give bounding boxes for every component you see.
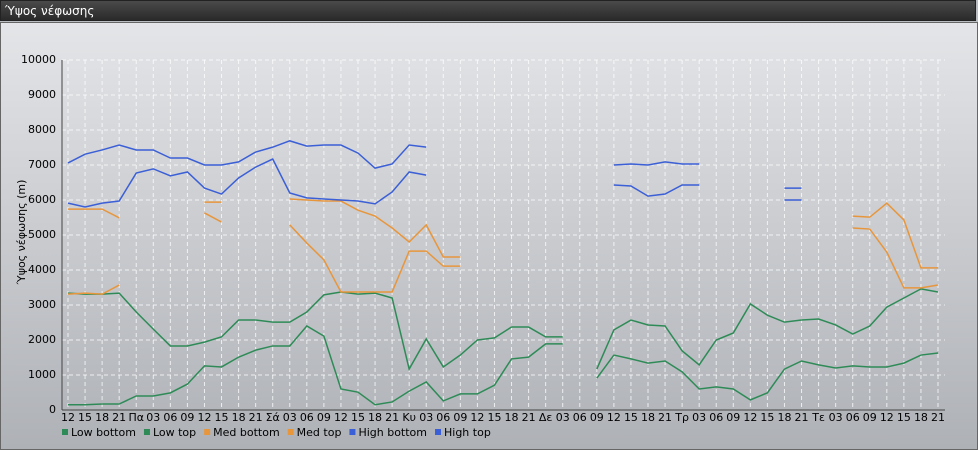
x-tick-label: Τε bbox=[811, 411, 825, 424]
x-tick-label: 15 bbox=[487, 411, 501, 424]
y-tick-label: 0 bbox=[49, 403, 56, 416]
x-tick-label: 06 bbox=[709, 411, 723, 424]
y-tick-label: 2000 bbox=[28, 333, 56, 346]
x-tick-label: 21 bbox=[112, 411, 126, 424]
x-tick-label: 09 bbox=[590, 411, 604, 424]
y-tick-label: 10000 bbox=[21, 53, 56, 66]
legend-swatch bbox=[62, 429, 68, 435]
series-line bbox=[67, 158, 802, 208]
legend-label: Low top bbox=[153, 426, 196, 439]
x-tick-label: 21 bbox=[522, 411, 536, 424]
x-tick-label: 12 bbox=[880, 411, 894, 424]
y-tick-label: 7000 bbox=[28, 158, 56, 171]
x-tick-label: 18 bbox=[641, 411, 655, 424]
series-line bbox=[68, 198, 938, 269]
y-tick-label: 3000 bbox=[28, 298, 56, 311]
x-tick-label: 15 bbox=[78, 411, 92, 424]
x-tick-label: 18 bbox=[232, 411, 246, 424]
window-title: Ύψος νέφωσης bbox=[0, 0, 976, 21]
x-tick-label: Σά bbox=[266, 411, 280, 424]
x-tick-label: 03 bbox=[419, 411, 433, 424]
legend-swatch bbox=[143, 429, 150, 435]
x-tick-label: 06 bbox=[436, 411, 450, 424]
x-tick-label: 21 bbox=[658, 411, 672, 424]
legend-label: Low bottom bbox=[71, 426, 136, 439]
y-tick-label: 6000 bbox=[28, 193, 56, 206]
x-tick-label: 18 bbox=[95, 411, 109, 424]
x-tick-label: Κυ bbox=[402, 411, 416, 424]
y-tick-label: 8000 bbox=[28, 123, 56, 136]
legend-swatch bbox=[349, 429, 356, 435]
x-tick-label: 03 bbox=[146, 411, 160, 424]
x-tick-label: Πα bbox=[128, 411, 144, 424]
x-tick-label: 06 bbox=[163, 411, 177, 424]
x-tick-label: 06 bbox=[300, 411, 314, 424]
x-tick-label: 21 bbox=[249, 411, 263, 424]
legend-swatch bbox=[204, 429, 211, 435]
legend-label: High bottom bbox=[358, 426, 427, 439]
y-tick-label: 4000 bbox=[28, 263, 56, 276]
x-tick-label: 18 bbox=[914, 411, 928, 424]
chart-background bbox=[0, 22, 978, 450]
x-tick-label: 12 bbox=[197, 411, 211, 424]
legend-label: Med top bbox=[297, 426, 342, 439]
series-line bbox=[68, 325, 939, 406]
x-tick-label: 09 bbox=[180, 411, 194, 424]
series-line bbox=[67, 140, 802, 189]
x-tick-label: 12 bbox=[61, 411, 75, 424]
x-tick-label: 15 bbox=[897, 411, 911, 424]
x-tick-label: 12 bbox=[743, 411, 757, 424]
x-tick-label: 21 bbox=[385, 411, 399, 424]
x-tick-label: 09 bbox=[726, 411, 740, 424]
x-tick-label: 03 bbox=[829, 411, 843, 424]
x-tick-label: 15 bbox=[351, 411, 365, 424]
x-tick-label: 12 bbox=[607, 411, 621, 424]
legend-swatch bbox=[287, 429, 294, 435]
x-tick-label: Δε bbox=[539, 411, 553, 424]
x-tick-label: 15 bbox=[760, 411, 774, 424]
x-tick-label: 03 bbox=[283, 411, 297, 424]
y-axis-label: Ύψος νέφωσης (m) bbox=[15, 180, 28, 286]
legend-swatch bbox=[435, 429, 441, 435]
x-tick-label: 18 bbox=[368, 411, 382, 424]
x-tick-label: 09 bbox=[453, 411, 467, 424]
x-tick-label: 12 bbox=[470, 411, 484, 424]
legend-label: Med bottom bbox=[213, 426, 280, 439]
chart: Ύψος νέφωσης (m) 0 1000 2000 3000 4000 5000 60… bbox=[0, 22, 978, 450]
x-tick-label: 09 bbox=[863, 411, 877, 424]
x-tick-label: 06 bbox=[573, 411, 587, 424]
x-tick-label: 18 bbox=[505, 411, 519, 424]
y-tick-label: 5000 bbox=[28, 228, 56, 241]
x-tick-label: 09 bbox=[317, 411, 331, 424]
series-line bbox=[67, 288, 939, 372]
x-tick-label: 18 bbox=[777, 411, 791, 424]
series-line bbox=[67, 212, 939, 295]
y-tick-label: 1000 bbox=[28, 368, 56, 381]
x-tick-label: 21 bbox=[931, 411, 945, 424]
x-tick-label: 12 bbox=[334, 411, 348, 424]
x-tick-label: 03 bbox=[692, 411, 706, 424]
legend-label: High top bbox=[444, 426, 491, 439]
x-tick-label: Τρ bbox=[674, 411, 689, 424]
x-tick-label: 15 bbox=[215, 411, 229, 424]
y-tick-label: 9000 bbox=[28, 88, 56, 101]
x-tick-label: 06 bbox=[846, 411, 860, 424]
x-tick-label: 15 bbox=[624, 411, 638, 424]
x-tick-label: 21 bbox=[795, 411, 809, 424]
x-tick-label: 03 bbox=[556, 411, 570, 424]
